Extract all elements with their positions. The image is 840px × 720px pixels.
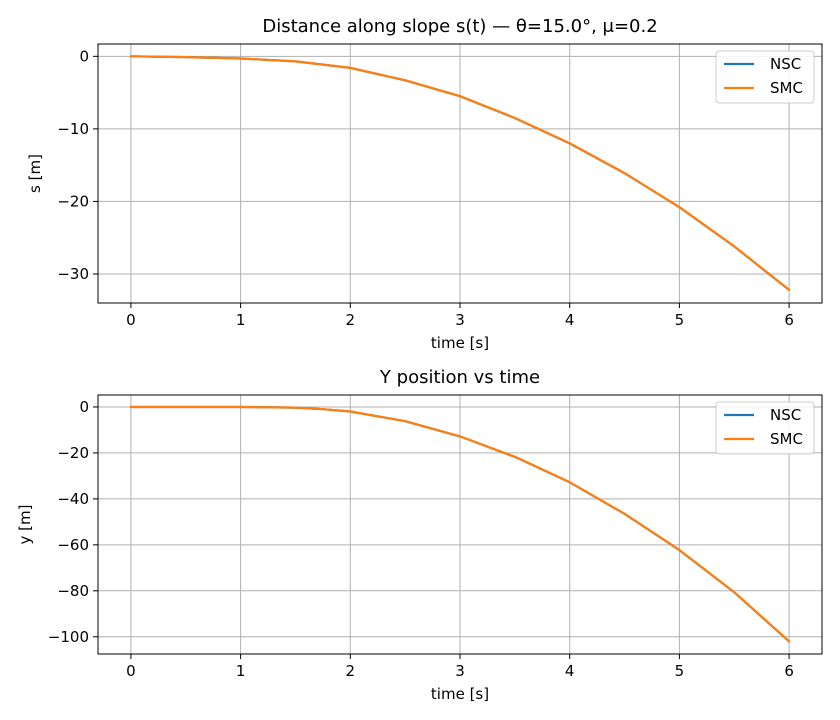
grid [98,395,822,654]
chart-title: Distance along slope s(t) — θ=15.0°, μ=0… [262,16,657,37]
y-tick-label: −60 [57,536,89,554]
legend: NSC SMC [715,50,815,104]
grid [98,44,822,303]
x-tick-label: 5 [675,662,685,680]
series-line-smc [129,405,791,643]
x-tick-label: 4 [565,662,575,680]
panel-y-position: Y position vs time 0 1 2 3 4 5 6 0 −20 −40 −60 −80 −… [16,367,823,703]
legend: NSC SMC [715,401,815,455]
legend-label-smc: SMC [770,430,803,448]
panel-distance: Distance along slope s(t) — θ=15.0°, μ=0… [26,16,823,352]
chart-title: Y position vs time [379,367,540,388]
x-tick-label: 1 [236,662,246,680]
x-tick-label: 2 [346,662,356,680]
y-tick-label: 0 [79,398,89,416]
x-tick-label: 5 [675,311,685,329]
y-axis-label: s [m] [26,154,44,193]
x-tick-label: 3 [455,662,465,680]
y-tick-label: 0 [79,47,89,65]
x-tick-label: 6 [784,311,794,329]
legend-label-nsc: NSC [770,406,801,424]
y-tick-label: −20 [57,444,89,462]
x-tick-label: 0 [126,662,136,680]
series-lines [129,55,791,291]
legend-label-smc: SMC [770,79,803,97]
x-tick-label: 3 [455,311,465,329]
x-tick-label: 6 [784,662,794,680]
ticks: 0 1 2 3 4 5 6 0 −20 −40 −60 −80 −100 [48,398,794,680]
y-tick-label: −30 [57,265,89,283]
y-axis-label: y [m] [16,505,34,545]
y-tick-label: −40 [57,490,89,508]
x-tick-label: 4 [565,311,575,329]
series-line-smc [129,55,791,291]
y-tick-label: −10 [57,120,89,138]
x-axis-label: time [s] [431,334,489,352]
x-axis-label: time [s] [431,685,489,703]
ticks: 0 1 2 3 4 5 6 0 −10 −20 −30 [57,47,794,329]
x-tick-label: 0 [126,311,136,329]
x-tick-label: 2 [346,311,356,329]
y-tick-label: −100 [48,628,89,646]
x-tick-label: 1 [236,311,246,329]
legend-label-nsc: NSC [770,55,801,73]
series-lines [129,405,791,643]
y-tick-label: −80 [57,582,89,600]
y-tick-label: −20 [57,192,89,210]
